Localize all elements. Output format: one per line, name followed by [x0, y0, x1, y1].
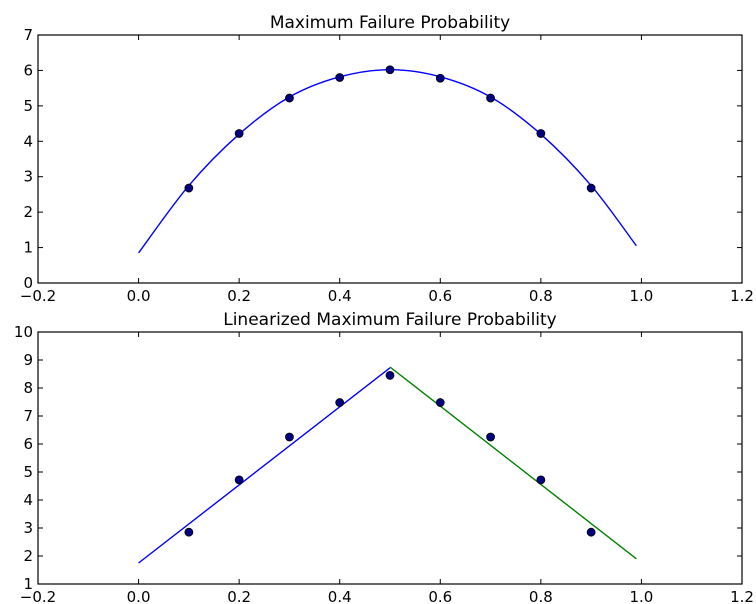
y-tick-label: 7 — [23, 26, 33, 44]
series-line-1 — [389, 366, 637, 560]
y-tick-label: 2 — [23, 203, 33, 221]
data-point — [486, 93, 495, 103]
y-tick-label: 4 — [23, 491, 33, 509]
data-point — [184, 183, 194, 193]
x-tick-label: 0.0 — [127, 588, 151, 604]
data-point — [234, 475, 244, 485]
x-tick-label: 0.8 — [529, 588, 553, 604]
y-tick-label: 3 — [23, 168, 33, 186]
y-tick-label: 5 — [23, 97, 33, 115]
y-tick-label: 6 — [23, 435, 33, 453]
data-point — [586, 183, 596, 193]
x-tick-label: 0.4 — [328, 287, 352, 305]
y-tick-label: 0 — [23, 274, 33, 292]
series-line-0 — [138, 367, 391, 564]
chart-title: Linearized Maximum Failure Probability — [223, 310, 557, 330]
y-tick-label: 5 — [23, 463, 33, 481]
y-tick-label: 8 — [23, 379, 33, 397]
y-tick-label: 9 — [23, 351, 33, 369]
data-point — [285, 432, 294, 442]
data-point — [536, 129, 546, 138]
chart-0: −0.2 0.0 0.2 0.4 0.6 0.8 1.0 1.2 0 1 2 3 4 5 6 7 Maximum… — [20, 13, 754, 305]
x-tick-label: −0.2 — [20, 588, 56, 604]
x-tick-label: 1.2 — [730, 287, 754, 305]
x-tick-label: 1.0 — [629, 588, 653, 604]
y-tick-label: 10 — [14, 323, 33, 341]
data-point — [435, 398, 445, 407]
x-tick-label: 0.4 — [328, 588, 352, 604]
data-point — [435, 73, 445, 83]
data-point — [234, 129, 244, 138]
data-point — [335, 73, 345, 82]
x-tick-label: 0.6 — [428, 588, 452, 604]
x-tick-label: −0.2 — [20, 287, 56, 305]
data-point — [486, 432, 495, 442]
y-tick-label: 7 — [23, 407, 33, 425]
data-point — [536, 475, 546, 485]
x-tick-label: 0.6 — [428, 287, 452, 305]
data-point — [385, 370, 395, 380]
data-point — [285, 93, 294, 103]
y-tick-label: 4 — [23, 132, 33, 150]
axes-frame — [37, 34, 743, 284]
x-tick-label: 1.0 — [629, 287, 653, 305]
y-tick-label: 1 — [23, 239, 33, 257]
y-tick-label: 1 — [23, 575, 33, 593]
data-point — [385, 65, 395, 75]
x-tick-label: 0.0 — [127, 287, 151, 305]
y-tick-label: 6 — [23, 61, 33, 79]
x-tick-label: 1.2 — [730, 588, 754, 604]
chart-1: −0.2 0.0 0.2 0.4 0.6 0.8 1.0 1.2 1 2 3 4 5 6 7 8 9 10 Line… — [14, 310, 754, 604]
data-point — [586, 527, 596, 537]
x-tick-label: 0.2 — [227, 287, 251, 305]
y-tick-label: 2 — [23, 547, 33, 565]
series-line-0 — [138, 69, 637, 254]
x-tick-label: 0.2 — [227, 588, 251, 604]
y-tick-label: 3 — [23, 519, 33, 537]
data-point — [335, 398, 345, 407]
chart-title: Maximum Failure Probability — [270, 13, 510, 33]
axes-frame — [37, 331, 743, 585]
data-point — [184, 527, 194, 537]
x-tick-label: 0.8 — [529, 287, 553, 305]
